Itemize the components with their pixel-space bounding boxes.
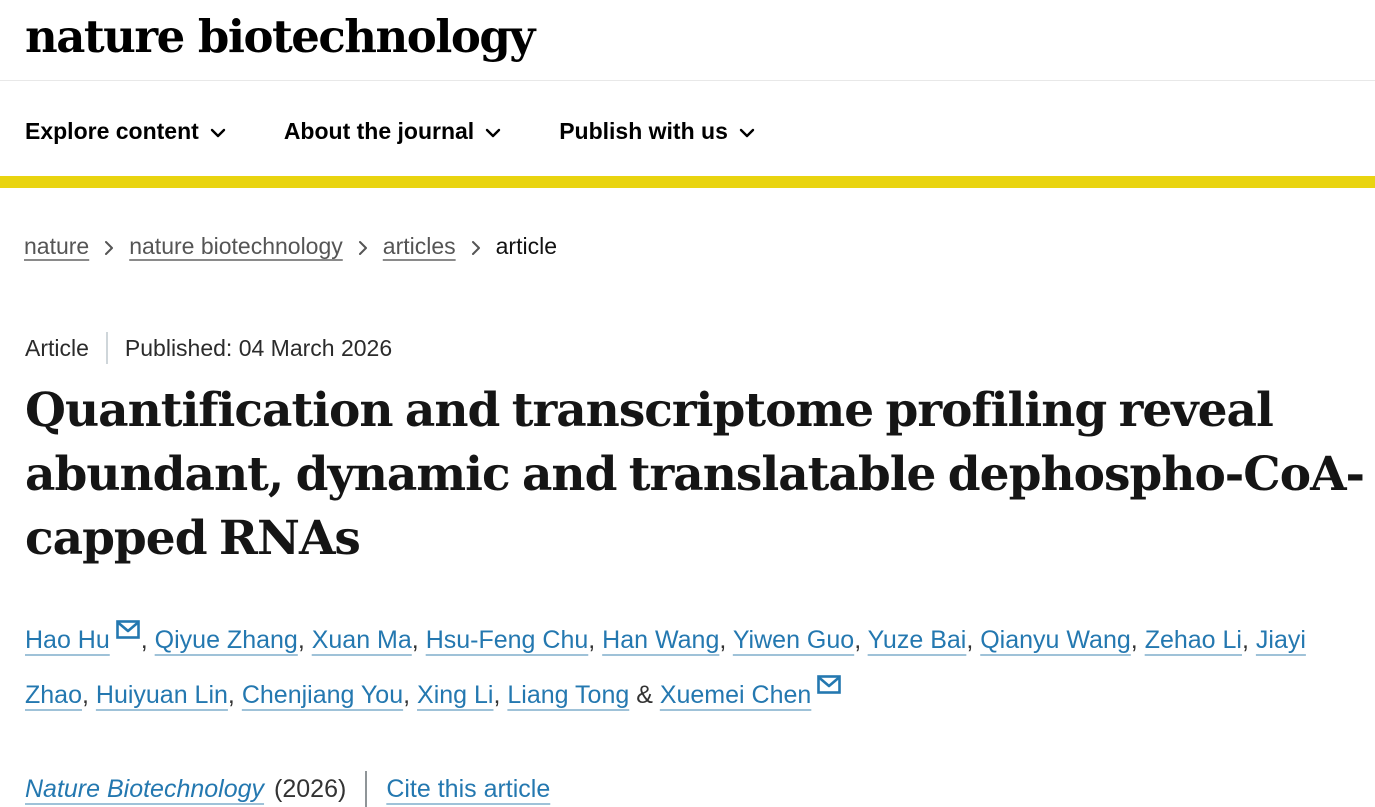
meta-divider	[105, 332, 108, 364]
nav-item-label: Explore content	[25, 117, 199, 144]
author-link[interactable]: Xuan Ma	[311, 626, 412, 654]
article-title-line: capped RNAs	[25, 511, 361, 566]
author-link[interactable]: Qianyu Wang	[980, 626, 1131, 654]
author-item: Yiwen Guo,	[733, 626, 868, 654]
author-item: Hsu-Feng Chu,	[426, 626, 602, 654]
author-separator: ,	[1241, 626, 1256, 654]
author-item: Jiayi Zhao,	[25, 626, 1306, 709]
author-item: Chenjiang You,	[242, 681, 417, 709]
site-header: nature biotechnology Explore content Abo…	[0, 0, 1375, 188]
journal-logo[interactable]: nature biotechnology	[25, 10, 535, 63]
nav-item-publish-with-us[interactable]: Publish with us	[559, 118, 755, 145]
article-title-line: Quantification and transcriptome profili…	[25, 383, 1274, 438]
author-item: Huiyuan Lin,	[96, 681, 242, 709]
author-item: Zehao Li,	[1145, 626, 1256, 654]
author-item: Xuemei Chen	[659, 675, 842, 709]
author-separator: &	[629, 681, 660, 709]
author-item: Han Wang,	[602, 626, 733, 654]
author-separator: ,	[411, 626, 426, 654]
breadcrumb-link-nature[interactable]: nature	[24, 233, 90, 259]
breadcrumb-link-nature-biotechnology[interactable]: nature biotechnology	[129, 233, 343, 259]
chevron-down-icon	[739, 128, 755, 137]
author-item: Xuan Ma,	[312, 626, 426, 654]
author-list: Hao Hu, Qiyue Zhang, Xuan Ma, Hsu-Feng C…	[25, 613, 1355, 723]
article-header: Article Published: 04 March 2026 Quantif…	[0, 332, 1375, 807]
author-separator: ,	[81, 681, 96, 709]
author-separator: ,	[588, 626, 603, 654]
nav-item-label: Publish with us	[559, 117, 728, 144]
breadcrumb-current-article: article	[495, 233, 557, 259]
author-link[interactable]: Zehao Li	[1144, 626, 1242, 654]
chevron-right-icon	[471, 240, 481, 256]
author-link[interactable]: Jiayi Zhao	[25, 626, 1306, 709]
article-meta-row: Article Published: 04 March 2026	[25, 332, 1355, 364]
chevron-down-icon	[210, 128, 226, 137]
author-separator: ,	[1130, 626, 1145, 654]
author-link[interactable]: Yuze Bai	[867, 626, 967, 654]
author-link[interactable]: Hao Hu	[25, 626, 110, 654]
article-title-line: abundant, dynamic and translatable depho…	[25, 447, 1365, 502]
author-link[interactable]: Yiwen Guo	[732, 626, 855, 654]
breadcrumb-link-articles[interactable]: articles	[382, 233, 456, 259]
author-link[interactable]: Qiyue Zhang	[154, 626, 298, 654]
author-item: Qianyu Wang,	[980, 626, 1144, 654]
author-item: Hao Hu,	[25, 620, 155, 654]
article-title: Quantification and transcriptome profili…	[25, 379, 1365, 571]
author-item: Yuze Bai,	[868, 626, 981, 654]
author-separator: ,	[854, 626, 868, 654]
author-link[interactable]: Han Wang	[602, 626, 720, 654]
primary-nav: Explore content About the journal Publis…	[25, 114, 1375, 148]
author-separator: ,	[403, 681, 418, 709]
author-item: Qiyue Zhang,	[155, 626, 312, 654]
author-separator: ,	[297, 626, 312, 654]
chevron-right-icon	[358, 240, 368, 256]
author-link[interactable]: Xuemei Chen	[659, 681, 812, 709]
citation-divider	[365, 771, 368, 807]
email-icon[interactable]	[817, 675, 842, 694]
author-link[interactable]: Hsu-Feng Chu	[425, 626, 589, 654]
journal-citation-link[interactable]: Nature Biotechnology	[25, 774, 265, 803]
breadcrumb: nature nature biotechnology articles art…	[24, 233, 1375, 260]
email-icon[interactable]	[115, 620, 140, 639]
author-separator: ,	[140, 626, 155, 654]
author-link[interactable]: Chenjiang You	[241, 681, 404, 709]
author-separator: ,	[493, 681, 508, 709]
author-item: Xing Li,	[417, 681, 507, 709]
author-separator: ,	[966, 626, 981, 654]
chevron-right-icon	[104, 240, 114, 256]
article-type-label: Article	[25, 334, 89, 361]
citation-year: (2026)	[274, 774, 347, 803]
nav-item-explore-content[interactable]: Explore content	[25, 118, 226, 145]
published-date: Published: 04 March 2026	[124, 334, 393, 361]
nav-item-label: About the journal	[283, 117, 475, 144]
chevron-down-icon	[485, 128, 501, 137]
logo-row: nature biotechnology	[0, 0, 1375, 80]
author-separator: ,	[227, 681, 242, 709]
author-separator: ,	[719, 626, 733, 654]
header-divider	[0, 80, 1375, 81]
citation-row: Nature Biotechnology (2026) Cite this ar…	[25, 771, 1355, 807]
author-link[interactable]: Xing Li	[417, 681, 494, 709]
nav-item-about-the-journal[interactable]: About the journal	[284, 118, 501, 145]
author-link[interactable]: Huiyuan Lin	[95, 681, 228, 709]
author-item: Liang Tong &	[507, 681, 659, 709]
cite-this-article-link[interactable]: Cite this article	[386, 774, 551, 803]
author-link[interactable]: Liang Tong	[507, 681, 630, 709]
brand-accent-bar	[0, 176, 1375, 188]
